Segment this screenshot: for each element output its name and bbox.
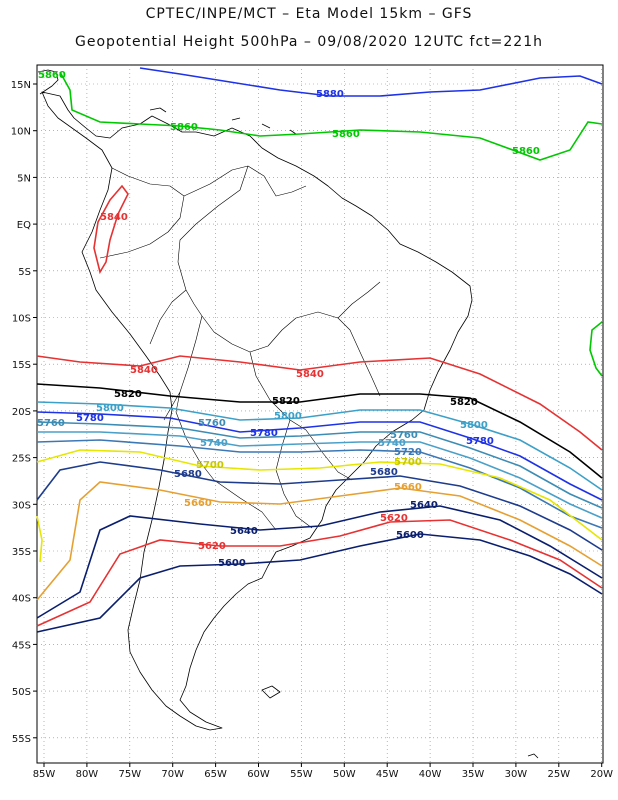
contour-5860-east <box>589 321 603 377</box>
contour-label: 5800 <box>274 411 302 422</box>
contour-5860-north <box>59 71 603 161</box>
latitude-label: 5S <box>18 267 31 278</box>
latitude-label: 15N <box>11 80 31 91</box>
contour-5780 <box>36 411 603 501</box>
contour-5620 <box>36 519 603 627</box>
contour-5600 <box>36 533 603 633</box>
contour-label: 5720 <box>394 447 422 458</box>
caribbean-islands <box>149 107 297 135</box>
contour-label: 5820 <box>114 389 142 400</box>
contour-label: 5820 <box>450 397 478 408</box>
latitude-label: 25S <box>12 454 31 465</box>
falkland-islands <box>261 685 281 699</box>
contour-label: 5760 <box>198 418 226 429</box>
longitude-label: 85W <box>33 769 56 780</box>
contour-label: 5840 <box>130 365 158 376</box>
contour-label: 5620 <box>198 541 226 552</box>
longitude-label: 65W <box>204 769 227 780</box>
contour-5640 <box>36 505 603 619</box>
contour-label: 5660 <box>184 498 212 509</box>
latitude-label: EQ <box>17 220 31 231</box>
contour-5720 <box>36 439 603 529</box>
south-america-coastline <box>41 91 473 731</box>
south-georgia <box>527 753 539 759</box>
contour-labels: 5860 5860 5860 5860 5880 5840 5840 5840 … <box>37 70 540 569</box>
latitude-label: 40S <box>12 594 31 605</box>
contour-label: 5840 <box>296 369 324 380</box>
latitude-label: 20S <box>12 407 31 418</box>
contour-label: 5880 <box>316 89 344 100</box>
longitude-label: 55W <box>290 769 313 780</box>
contour-label: 5600 <box>396 530 424 541</box>
contour-5820 <box>36 383 603 479</box>
contour-label: 5780 <box>76 413 104 424</box>
contour-label: 5780 <box>466 436 494 447</box>
latitude-label: 45S <box>12 640 31 651</box>
latitude-labels: 15N 10N 5N EQ 5S 10S 15S 20S 25S 30S 35S 40S 45S 50S 5… <box>11 80 37 745</box>
longitude-label: 75W <box>118 769 141 780</box>
contour-5800 <box>36 401 603 491</box>
contour-label: 5700 <box>196 460 224 471</box>
latitude-label: 50S <box>12 687 31 698</box>
longitude-label: 60W <box>247 769 270 780</box>
contour-label: 5840 <box>100 212 128 223</box>
contour-label: 5660 <box>394 482 422 493</box>
latitude-label: 10N <box>11 127 31 138</box>
title-line-2: Geopotential Height 500hPa – 09/08/2020 … <box>75 34 543 50</box>
contour-5840-equator <box>93 184 129 275</box>
central-america-coastline <box>37 69 59 95</box>
contour-5700-west-bulge <box>36 515 43 563</box>
contour-label: 5860 <box>38 70 66 81</box>
contour-5740 <box>37 431 603 519</box>
contour-label: 5780 <box>250 428 278 439</box>
longitude-label: 25W <box>547 769 570 780</box>
contour-label: 5680 <box>174 469 202 480</box>
contour-5760 <box>36 421 603 509</box>
contour-5680 <box>36 461 603 551</box>
contour-label: 5740 <box>200 438 228 449</box>
contour-label: 5620 <box>380 513 408 524</box>
contour-label: 5800 <box>460 420 488 431</box>
contour-5840 <box>36 355 603 451</box>
contour-label: 5860 <box>512 146 540 157</box>
longitude-label: 30W <box>505 769 528 780</box>
latitude-label: 5N <box>17 173 31 184</box>
contour-label: 5600 <box>218 558 246 569</box>
contour-5660 <box>36 481 603 601</box>
contour-label: 5640 <box>230 526 258 537</box>
contour-5880-north <box>139 67 603 97</box>
latitude-label: 30S <box>12 500 31 511</box>
map-frame <box>36 64 604 764</box>
contour-layer <box>36 67 603 633</box>
contour-label: 5680 <box>370 467 398 478</box>
longitude-label: 45W <box>376 769 399 780</box>
longitude-label: 40W <box>419 769 442 780</box>
latitude-label: 35S <box>12 547 31 558</box>
contour-label: 5860 <box>332 129 360 140</box>
latitude-label: 10S <box>12 314 31 325</box>
longitude-label: 50W <box>333 769 356 780</box>
latitude-label: 55S <box>12 734 31 745</box>
contour-label: 5820 <box>272 396 300 407</box>
title-line-1: CPTEC/INPE/MCT – Eta Model 15km – GFS <box>145 6 473 22</box>
contour-label: 5860 <box>170 122 198 133</box>
contour-label: 5740 <box>378 438 406 449</box>
longitude-label: 35W <box>462 769 485 780</box>
longitude-labels: 85W 80W 75W 70W 65W 60W 55W 50W 45W 40W 35W 30W 25W 2… <box>33 763 613 780</box>
contour-label: 5700 <box>394 457 422 468</box>
contour-label: 5760 <box>390 430 418 441</box>
contour-label: 5800 <box>96 403 124 414</box>
latitude-label: 15S <box>12 360 31 371</box>
longitude-label: 70W <box>161 769 184 780</box>
contour-5700 <box>36 449 603 541</box>
longitude-label: 20W <box>590 769 613 780</box>
contour-label: 5760 <box>37 418 65 429</box>
contour-label: 5640 <box>410 500 438 511</box>
longitude-label: 80W <box>76 769 99 780</box>
